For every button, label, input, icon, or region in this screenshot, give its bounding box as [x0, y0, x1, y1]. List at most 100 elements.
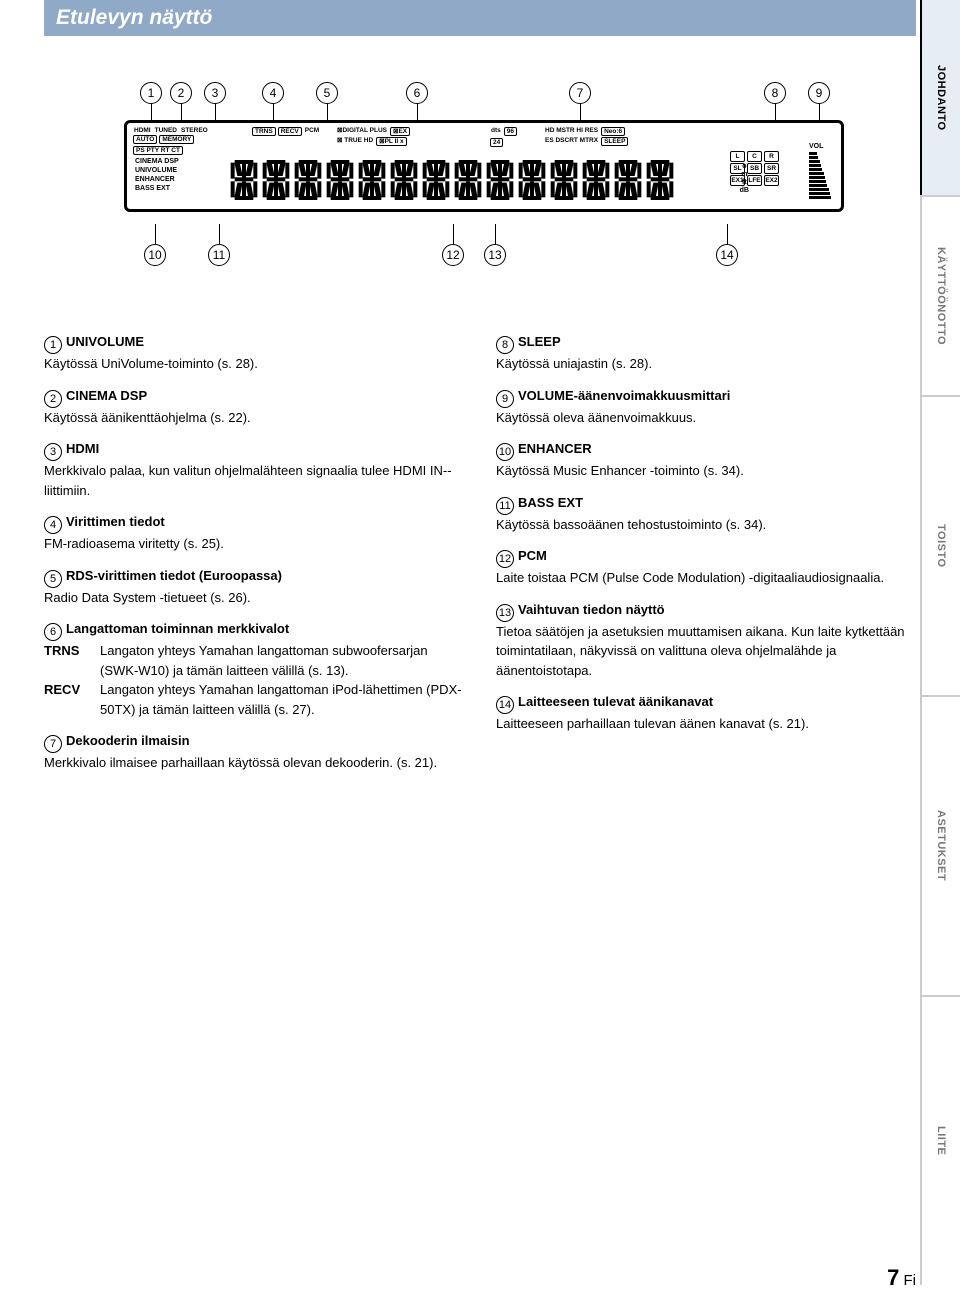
dp-badge: RECV: [278, 127, 302, 136]
callout-14: 14: [716, 244, 738, 266]
dp-top-left: HDMITUNEDSTEREO: [133, 127, 238, 134]
callout-1: 1: [140, 82, 162, 104]
item-1: 1UNIVOLUMEKäytössä UniVolume-toiminto (s…: [44, 332, 464, 374]
item-num: 2: [44, 390, 62, 408]
dp-decoder-bot: ⊠ TRUE HD⊠PL II x: [336, 137, 476, 146]
vol-bar: [809, 184, 827, 187]
callout-4: 4: [262, 82, 284, 104]
dp-stack-label: BASS EXT: [135, 184, 179, 193]
segment-digit: [581, 160, 611, 200]
callouts-bottom: 1011121314: [44, 244, 916, 270]
content-columns: 1UNIVOLUMEKäytössä UniVolume-toiminto (s…: [44, 332, 916, 785]
callout-7: 7: [569, 82, 591, 104]
segment-digit: [645, 160, 675, 200]
item-body: Laite toistaa PCM (Pulse Code Modulation…: [496, 568, 916, 588]
unit-label: dB: [740, 187, 749, 195]
sub-key: TRNS: [44, 641, 92, 680]
side-tab-1: KÄYTTÖÖNOTTO: [920, 195, 960, 395]
item-title: Dekooderin ilmaisin: [66, 733, 190, 748]
vol-label: VOL: [809, 143, 833, 150]
item-num: 6: [44, 623, 62, 641]
segment-digit: [293, 160, 323, 200]
channel-cell: L: [730, 151, 745, 162]
dp-badge: 24: [490, 138, 503, 147]
channel-matrix: LCRSLSBSREX1LFEEX2: [730, 151, 779, 187]
sub-value: Langaton yhteys Yamahan langattoman iPod…: [100, 680, 464, 719]
item-title: RDS-virittimen tiedot (Euroopassa): [66, 568, 282, 583]
dp-stack-label: UNIVOLUME: [135, 166, 179, 175]
item-title: Virittimen tiedot: [66, 514, 165, 529]
item-num: 12: [496, 550, 514, 568]
vol-meter: VOL: [809, 143, 833, 199]
segment-digit: [325, 160, 355, 200]
channel-cell: SL: [730, 163, 745, 174]
item-num: 3: [44, 443, 62, 461]
item-8: 8SLEEPKäytössä uniajastin (s. 28).: [496, 332, 916, 374]
vol-bar: [809, 160, 820, 163]
vol-bar: [809, 164, 821, 167]
dp-badge: PCM: [304, 127, 320, 136]
segment-digit: [453, 160, 483, 200]
item-body: Käytössä UniVolume-toiminto (s. 28).: [44, 354, 464, 374]
side-tab-4: LIITE: [920, 995, 960, 1285]
item-3: 3HDMIMerkkivalo palaa, kun valitun ohjel…: [44, 439, 464, 500]
segment-digit: [421, 160, 451, 200]
dp-badge: MEMORY: [159, 135, 194, 144]
item-7: 7 Dekooderin ilmaisin Merkkivalo ilmaisee …: [44, 731, 464, 773]
segment-digit: [613, 160, 643, 200]
item-11: 11BASS EXTKäytössä bassoäänen tehostusto…: [496, 493, 916, 535]
item-num: 13: [496, 604, 514, 622]
dp-mid: TRNSRECVPCM: [252, 127, 322, 136]
callout-lead: [727, 224, 728, 244]
dp-decoder-top: ⊠DIGITAL PLUS⊠EX: [336, 127, 476, 136]
channel-cell: SB: [747, 163, 762, 174]
dp-top-left2: AUTOMEMORYPS PTY RT CT: [133, 135, 238, 155]
dp-badge: dts: [490, 127, 502, 136]
item-body: Käytössä Music Enhancer -toiminto (s. 34…: [496, 461, 916, 481]
side-tab-3: ASETUKSET: [920, 695, 960, 995]
channel-cell: SR: [764, 163, 779, 174]
vol-bars: [809, 152, 833, 199]
callout-6: 6: [406, 82, 428, 104]
dp-right-top: HD MSTR HI RESNeo:6: [544, 127, 694, 136]
dp-badge: SLEEP: [601, 137, 628, 146]
item-num: 5: [44, 570, 62, 588]
item-14: 14Laitteeseen tulevat äänikanavatLaittee…: [496, 692, 916, 734]
callout-8: 8: [764, 82, 786, 104]
callout-lead: [495, 224, 496, 244]
item-body: Merkkivalo palaa, kun valitun ohjelmaläh…: [44, 461, 464, 500]
page-number: 7 Fi: [887, 1265, 916, 1291]
item-title: PCM: [518, 548, 547, 563]
item-num: 10: [496, 443, 514, 461]
column-right: 8SLEEPKäytössä uniajastin (s. 28).9VOLUM…: [496, 332, 916, 785]
item-10: 10ENHANCERKäytössä Music Enhancer -toimi…: [496, 439, 916, 481]
segment-digit: [229, 160, 259, 200]
segment-digit: [549, 160, 579, 200]
item-title: CINEMA DSP: [66, 388, 147, 403]
callout-lead: [155, 224, 156, 244]
item-body: Käytössä uniajastin (s. 28).: [496, 354, 916, 374]
item-body: FM-radioasema viritetty (s. 25).: [44, 534, 464, 554]
dp-badge: ⊠ TRUE HD: [336, 137, 374, 146]
item-title: Langattoman toiminnan merkkivalot: [66, 621, 289, 636]
vol-bar: [809, 176, 825, 179]
dp-badge: 96: [504, 127, 517, 136]
item-4: 4Virittimen tiedotFM-radioasema viritett…: [44, 512, 464, 554]
item-title: SLEEP: [518, 334, 561, 349]
dp-badge: ⊠DIGITAL PLUS: [336, 127, 388, 136]
item-body: Merkkivalo ilmaisee parhaillaan käytössä…: [44, 753, 464, 773]
item-body: Tietoa säätöjen ja asetuksien muuttamise…: [496, 622, 916, 681]
vol-bar: [809, 188, 829, 191]
item-13: 13Vaihtuvan tiedon näyttöTietoa säätöjen…: [496, 600, 916, 681]
dp-badge: HDMI: [133, 127, 152, 134]
item-title: BASS EXT: [518, 495, 583, 510]
callout-11: 11: [208, 244, 230, 266]
page-title: Etulevyn näyttö: [56, 6, 212, 29]
item-2: 2CINEMA DSPKäytössä äänikenttäohjelma (s…: [44, 386, 464, 428]
item-title: UNIVOLUME: [66, 334, 144, 349]
channel-cell: LFE: [747, 175, 762, 186]
segment-digit: [261, 160, 291, 200]
callout-lead: [219, 224, 220, 244]
channel-cell: C: [747, 151, 762, 162]
item-num: 7: [44, 735, 62, 753]
